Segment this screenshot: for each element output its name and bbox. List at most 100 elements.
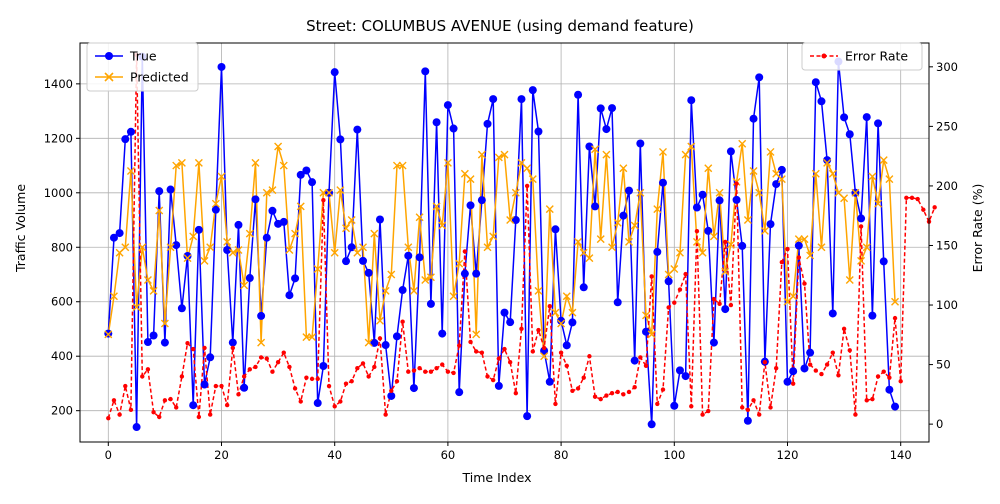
data-point: [392, 161, 401, 170]
data-point: [862, 113, 871, 122]
data-point: [604, 393, 609, 398]
x-tick-label: 120: [777, 448, 799, 462]
data-point: [511, 216, 520, 225]
data-point: [766, 147, 775, 156]
data-point: [343, 381, 349, 386]
data-point: [891, 297, 900, 306]
data-point: [240, 383, 249, 392]
data-point: [375, 316, 384, 325]
data-point: [183, 251, 192, 260]
data-point: [658, 178, 667, 187]
data-point: [672, 300, 677, 305]
data-point: [653, 247, 662, 256]
data-point: [789, 367, 798, 376]
data-point: [140, 374, 145, 379]
data-point: [881, 369, 886, 374]
data-point: [183, 254, 192, 263]
data-point: [338, 399, 343, 404]
data-point: [308, 178, 317, 187]
x-tick-label: 80: [554, 448, 569, 462]
data-point: [409, 384, 418, 393]
data-point: [364, 268, 373, 277]
data-point: [230, 345, 236, 351]
data-point: [270, 369, 275, 374]
data-point: [336, 135, 345, 144]
data-point: [613, 218, 622, 227]
data-point: [472, 330, 481, 339]
data-point: [636, 139, 645, 148]
data-point: [692, 237, 701, 246]
y2-tick-label: 200: [936, 179, 958, 193]
data-point: [615, 389, 620, 395]
x-tick-label: 20: [214, 448, 229, 462]
data-point: [415, 213, 424, 222]
data-point: [811, 169, 820, 178]
data-point: [596, 235, 605, 244]
data-point: [507, 360, 513, 365]
data-point: [292, 386, 298, 391]
data-point: [749, 114, 758, 123]
data-point: [715, 188, 724, 197]
data-point: [174, 405, 179, 410]
data-point: [777, 165, 786, 174]
data-point: [779, 259, 785, 265]
data-point: [500, 150, 509, 159]
data-point: [236, 392, 241, 397]
data-point: [506, 318, 515, 327]
data-point: [528, 86, 537, 95]
data-point: [319, 362, 328, 371]
data-point: [477, 150, 486, 159]
data-point: [868, 172, 877, 181]
data-point: [360, 361, 366, 366]
data-point: [264, 356, 269, 361]
data-point: [206, 243, 215, 252]
data-point: [785, 246, 790, 252]
data-point: [177, 304, 186, 313]
data-point: [349, 379, 354, 384]
data-point: [489, 232, 498, 241]
data-point: [574, 237, 583, 246]
data-point: [909, 195, 915, 201]
data-point: [245, 229, 254, 238]
data-point: [709, 232, 718, 241]
data-point: [462, 249, 468, 254]
data-point: [404, 243, 413, 252]
data-point: [698, 190, 707, 199]
data-point: [496, 356, 502, 361]
data-point: [342, 224, 351, 233]
data-point: [438, 329, 447, 338]
data-point: [783, 377, 792, 386]
data-point: [432, 118, 441, 127]
data-point: [466, 175, 475, 184]
data-point: [217, 62, 226, 71]
x-tick-label: 100: [663, 448, 685, 462]
data-point: [389, 388, 394, 393]
data-point: [598, 396, 603, 402]
data-point: [796, 255, 802, 260]
data-point: [562, 292, 571, 301]
data-point: [251, 158, 260, 167]
data-point: [219, 383, 224, 389]
data-point: [626, 389, 632, 395]
data-point: [398, 161, 407, 170]
legend-true-label: True: [129, 49, 157, 64]
data-point: [434, 365, 439, 371]
data-point: [794, 235, 803, 244]
data-point: [817, 243, 826, 252]
data-point: [342, 257, 351, 266]
data-point: [596, 104, 605, 113]
data-point: [683, 271, 688, 277]
data-point: [157, 414, 162, 420]
x-axis-label: Time Index: [462, 470, 532, 485]
data-point: [251, 195, 260, 204]
data-point: [619, 164, 628, 173]
data-point: [845, 130, 854, 139]
data-point: [149, 286, 158, 295]
x-tick-label: 140: [890, 448, 912, 462]
data-point: [217, 172, 226, 181]
data-point: [819, 371, 824, 377]
data-point: [111, 398, 117, 403]
data-point: [728, 302, 734, 308]
data-point: [443, 101, 452, 110]
data-point: [891, 402, 900, 411]
